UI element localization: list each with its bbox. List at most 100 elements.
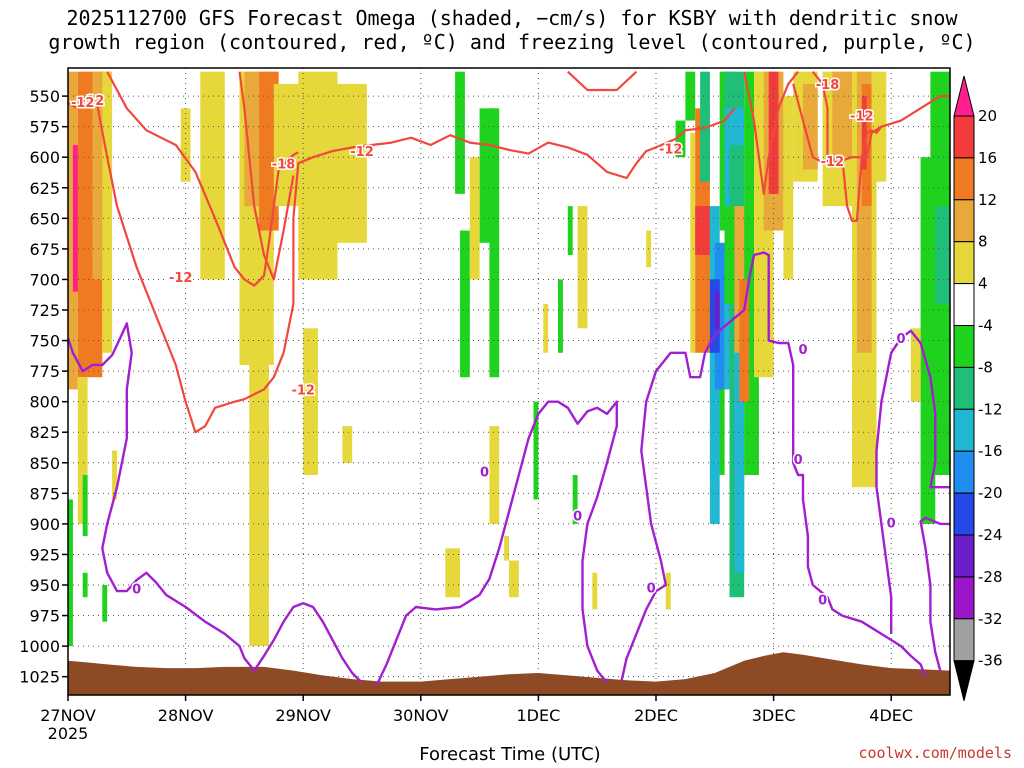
freezing-level-contour-line (375, 400, 618, 686)
dgz-contour-line (567, 70, 638, 92)
colorbar-label: -16 (978, 442, 1003, 460)
freezing-contour-label: 0 (896, 332, 905, 347)
omega-cell (567, 206, 573, 255)
colorbar-label: 8 (978, 233, 988, 251)
dgz-contour-line (68, 97, 736, 434)
chart-title: 2025112700 GFS Forecast Omega (shaded, −… (0, 6, 1024, 54)
colorbar-label: -24 (978, 526, 1003, 544)
y-tick-label: 925 (29, 545, 60, 564)
colorbar-band (953, 283, 975, 327)
omega-cell (342, 426, 353, 463)
x-tick-label: 28NOV (158, 706, 214, 725)
y-tick-label: 1025 (19, 668, 60, 687)
y-tick-label: 775 (29, 362, 60, 381)
chart-title-line-1: 2025112700 GFS Forecast Omega (shaded, −… (66, 6, 958, 30)
omega-cell (460, 230, 470, 378)
freezing-contour-label: 0 (573, 509, 582, 524)
freezing-contour-label: 0 (794, 453, 803, 468)
colorbar-label: -4 (978, 317, 993, 335)
omega-cell (690, 132, 696, 353)
omega-cell (700, 71, 710, 182)
omega-cell (489, 108, 500, 378)
omega-cell (77, 377, 88, 524)
omega-cell (298, 71, 338, 280)
omega-cell (685, 71, 696, 121)
omega-cell (112, 450, 117, 500)
colorbar-band (953, 366, 975, 410)
dgz-contour-label: -12 (71, 96, 95, 111)
x-tick-label: 2DEC (634, 706, 678, 725)
y-tick-label: 850 (29, 454, 60, 473)
freezing-level-contour-line (68, 322, 363, 684)
colorbar-label: -32 (978, 610, 1003, 628)
dgz-contour-label: -12 (659, 143, 683, 158)
y-tick-label: 650 (29, 209, 60, 228)
omega-cell (244, 71, 260, 207)
colorbar-band (953, 408, 975, 452)
y-tick-label: 1000 (19, 637, 60, 656)
omega-cell (337, 83, 367, 243)
omega-cell (910, 328, 921, 402)
dgz-contour-line (106, 71, 299, 287)
y-tick-label: 675 (29, 240, 60, 259)
dgz-contour-line (238, 71, 295, 281)
colorbar-label: -36 (978, 652, 1003, 670)
colorbar-band (953, 325, 975, 368)
colorbar-label: 16 (978, 149, 997, 167)
omega-cell (102, 585, 108, 622)
x-tick-label: 4DEC (869, 706, 913, 725)
omega-cell (572, 475, 578, 524)
freezing-contour-label: 0 (132, 583, 141, 598)
omega-cell (543, 303, 549, 353)
omega-cell (832, 71, 852, 158)
omega-cell (935, 206, 950, 304)
freezing-contour-label: 0 (887, 517, 896, 532)
omega-cell (714, 291, 720, 329)
dgz-contour-label: -12 (81, 94, 105, 109)
omega-cell (303, 328, 318, 475)
y-tick-label: 875 (29, 484, 60, 503)
y-tick-label: 725 (29, 301, 60, 320)
y-tick-label: 625 (29, 179, 60, 198)
x-tick-sublabel: 2025 (48, 724, 89, 743)
colorbar-band (953, 534, 975, 578)
omega-cell (665, 572, 671, 610)
x-tick-label: 27NOV (40, 706, 96, 725)
dgz-contour-label: -12 (821, 155, 845, 170)
colorbar-label: 12 (978, 191, 997, 209)
colorbar-band (953, 157, 975, 201)
omega-cell (739, 279, 750, 402)
colorbar-label: -20 (978, 484, 1003, 502)
omega-cell (445, 548, 460, 598)
dendritic-growth-contours (68, 70, 950, 434)
omega-cell (489, 426, 500, 524)
colorbar-label: -28 (978, 568, 1003, 586)
omega-cell (577, 206, 588, 329)
terrain-fill (68, 652, 950, 695)
omega-cell (803, 83, 818, 170)
dgz-contour-label: -12 (291, 383, 315, 398)
x-tick-label: 3DEC (752, 706, 796, 725)
dgz-contour-line (792, 83, 883, 222)
freezing-contour-label: 0 (480, 465, 489, 480)
dgz-contour-label: -12 (850, 110, 874, 125)
dgz-contour-label: -18 (272, 157, 296, 172)
colorbar-band (953, 492, 975, 536)
dgz-contour-label: -18 (816, 78, 840, 93)
freezing-contour-label: 0 (798, 343, 807, 358)
omega-cell (68, 499, 73, 647)
omega-cell (861, 96, 867, 170)
colorbar-band (953, 115, 975, 159)
freezing-level-contour-line (919, 516, 950, 671)
freezing-level-contours (68, 251, 950, 686)
omega-cell (533, 401, 539, 500)
freezing-level-contour-line (875, 329, 950, 634)
colorbar-bottom-arrow (953, 660, 975, 701)
colorbar-label: -12 (978, 400, 1003, 418)
omega-cell (455, 71, 465, 194)
omega-cell (200, 71, 225, 280)
omega-cell (249, 340, 269, 647)
colorbar-top-arrow (953, 75, 975, 117)
